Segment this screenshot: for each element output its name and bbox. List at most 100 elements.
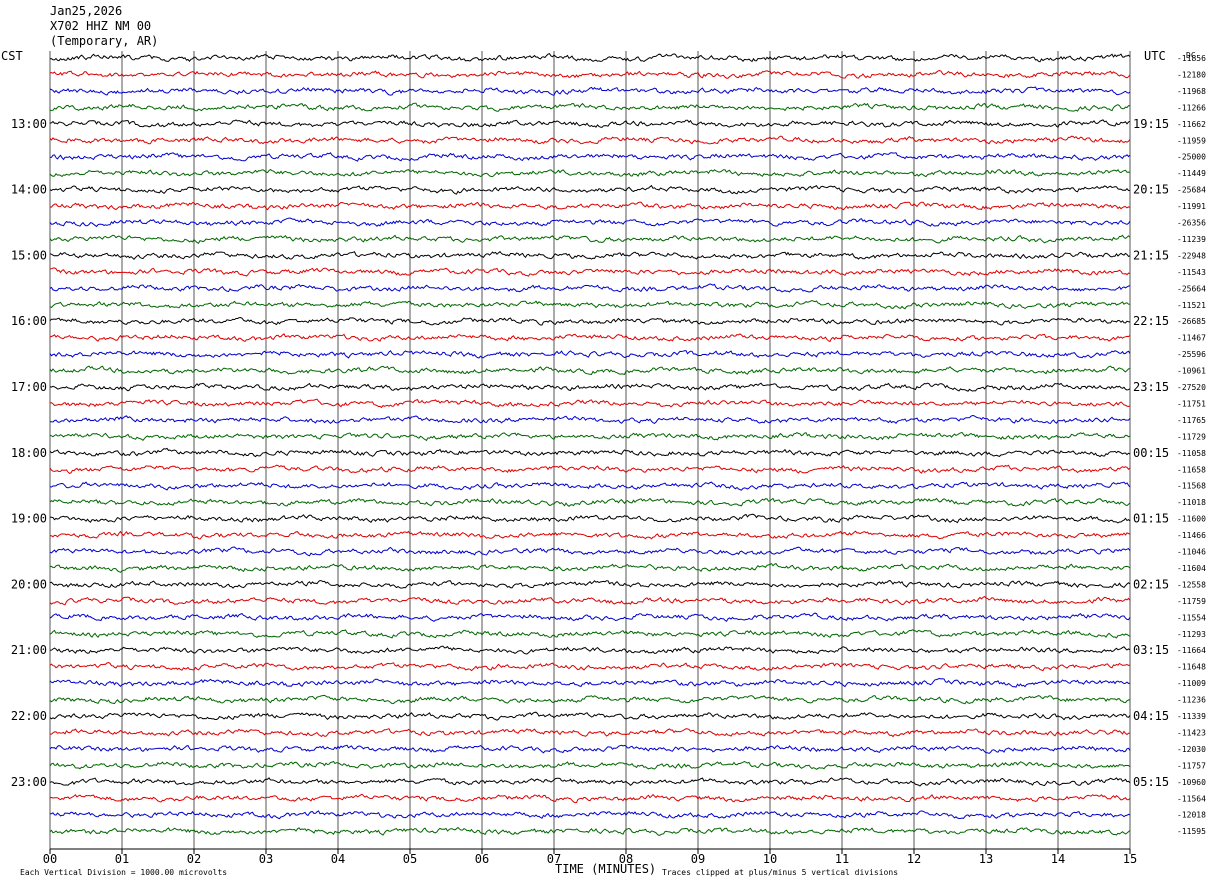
- dc-value-label: -11266: [1177, 103, 1206, 112]
- seismic-trace: [49, 810, 1131, 820]
- utc-hour-label: 19:15: [1133, 117, 1169, 131]
- seismic-trace: [49, 267, 1131, 277]
- seismic-trace: [49, 168, 1131, 178]
- x-tick-label: 13: [979, 852, 993, 866]
- x-tick-label: 12: [907, 852, 921, 866]
- seismic-trace: [49, 152, 1131, 162]
- seismic-trace: [50, 728, 1131, 738]
- seismic-trace: [49, 300, 1131, 310]
- dc-value-label: -11765: [1177, 416, 1206, 425]
- seismic-trace: [49, 826, 1131, 836]
- seismic-trace: [49, 777, 1131, 787]
- seismic-trace: [49, 398, 1131, 409]
- cst-hour-label: 23:00: [11, 775, 47, 789]
- utc-hour-label: 21:15: [1133, 248, 1169, 262]
- x-tick-label: 07: [547, 852, 561, 866]
- dc-value-label: -11664: [1177, 646, 1206, 655]
- seismic-trace: [49, 464, 1131, 474]
- dc-value-label: -11046: [1177, 548, 1206, 557]
- seismic-trace: [49, 760, 1131, 770]
- seismic-trace: [49, 645, 1131, 655]
- seismic-trace: [49, 612, 1131, 623]
- seismic-trace: [49, 52, 1131, 63]
- seismic-trace: [49, 135, 1131, 145]
- dc-value-label: -12180: [1177, 70, 1206, 79]
- seismic-trace: [49, 694, 1131, 705]
- seismic-trace: [49, 711, 1131, 721]
- x-tick-label: 05: [403, 852, 417, 866]
- dc-value-label: -11662: [1177, 120, 1206, 129]
- seismic-trace: [49, 316, 1131, 326]
- cst-hour-label: 19:00: [11, 512, 47, 526]
- dc-value-label: -12018: [1177, 811, 1206, 820]
- x-tick-label: 11: [835, 852, 849, 866]
- dc-value-label: -26685: [1177, 317, 1206, 326]
- dc-value-label: -25000: [1177, 153, 1206, 162]
- seismic-trace: [49, 629, 1131, 639]
- x-tick-label: 03: [259, 852, 273, 866]
- x-tick-label: 02: [187, 852, 201, 866]
- dc-value-label: -11466: [1177, 531, 1206, 540]
- dc-value-label: -11236: [1177, 696, 1206, 705]
- dc-value-label: -10960: [1177, 778, 1206, 787]
- x-tick-label: 08: [619, 852, 633, 866]
- seismic-trace: [49, 513, 1131, 524]
- dc-value-label: -11467: [1177, 334, 1206, 343]
- dc-value-label: -11293: [1177, 630, 1206, 639]
- header-location: (Temporary, AR): [50, 34, 159, 48]
- utc-hour-label: 02:15: [1133, 577, 1169, 591]
- seismic-trace: [49, 661, 1131, 672]
- seismic-trace: [49, 595, 1131, 606]
- dc-value-label: -11729: [1177, 432, 1206, 441]
- utc-hour-label: 05:15: [1133, 775, 1169, 789]
- seismic-trace: [49, 184, 1131, 195]
- x-axis-title: TIME (MINUTES): [555, 862, 656, 876]
- dc-value-label: -11604: [1177, 564, 1206, 573]
- dc-value-label: -11554: [1177, 613, 1206, 622]
- dc-value-label: -11648: [1177, 663, 1206, 672]
- seismic-trace: [49, 217, 1131, 228]
- x-tick-label: 06: [475, 852, 489, 866]
- dc-value-label: -12558: [1177, 580, 1206, 589]
- seismic-trace: [49, 250, 1131, 261]
- x-tick-label: 00: [43, 852, 57, 866]
- cst-hour-label: 21:00: [11, 643, 47, 657]
- dc-value-label: -11521: [1177, 301, 1206, 310]
- seismic-trace: [49, 283, 1131, 293]
- seismic-trace: [50, 414, 1131, 425]
- utc-hour-label: 22:15: [1133, 314, 1169, 328]
- seismic-trace: [49, 431, 1131, 442]
- seismic-trace: [49, 201, 1131, 211]
- seismic-trace: [49, 365, 1131, 375]
- utc-hour-label: 23:15: [1133, 380, 1169, 394]
- cst-hour-label: 16:00: [11, 314, 47, 328]
- dc-value-label: -11568: [1177, 482, 1206, 491]
- dc-value-label: -12030: [1177, 745, 1206, 754]
- cst-hour-label: 18:00: [11, 446, 47, 460]
- left-timezone-label: CST: [1, 49, 23, 63]
- dc-value-label: -11751: [1177, 399, 1206, 408]
- right-timezone-label: UTC: [1144, 49, 1166, 63]
- dc-value-label: -11564: [1177, 794, 1206, 803]
- x-tick-label: 04: [331, 852, 345, 866]
- scale-note: Each Vertical Division = 1000.00 microvo…: [20, 868, 227, 877]
- cst-hour-label: 22:00: [11, 709, 47, 723]
- cst-hour-label: 13:00: [11, 117, 47, 131]
- seismic-trace: [49, 562, 1131, 573]
- header-date: Jan25,2026: [50, 4, 123, 18]
- dc-value-label: -11595: [1177, 827, 1206, 836]
- x-tick-label: 10: [763, 852, 777, 866]
- seismic-trace: [49, 234, 1131, 244]
- dc-value-label: -11600: [1177, 515, 1206, 524]
- dc-value-label: -11658: [1177, 465, 1206, 474]
- dc-value-label: -11757: [1177, 761, 1206, 770]
- seismic-trace: [49, 793, 1131, 804]
- seismic-trace: [49, 69, 1131, 79]
- dc-value-label: -11058: [1177, 449, 1206, 458]
- cst-hour-label: 20:00: [11, 577, 47, 591]
- dc-value-label: -11239: [1177, 235, 1206, 244]
- dc-value-label: -25664: [1177, 284, 1206, 293]
- seismic-trace: [49, 119, 1131, 128]
- seismic-trace: [50, 102, 1131, 112]
